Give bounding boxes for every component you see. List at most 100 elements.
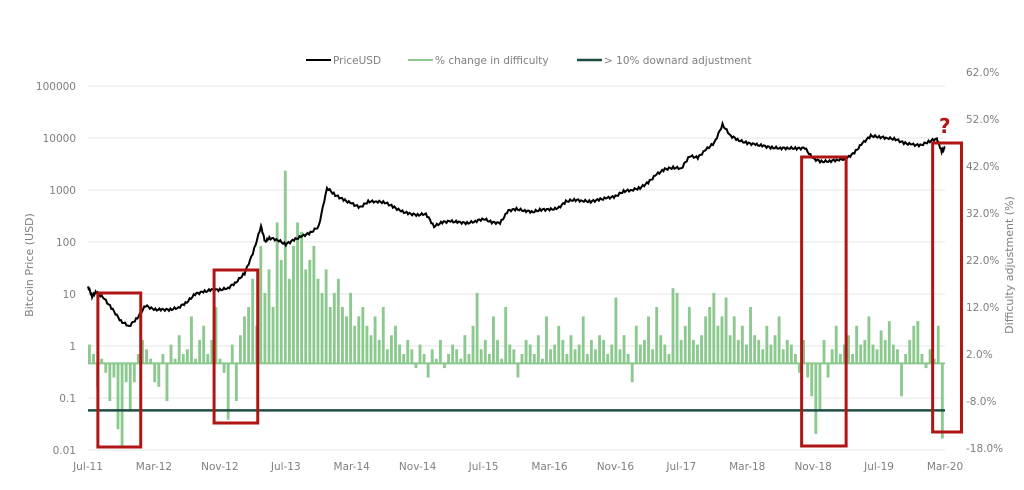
x-tick-label: Jul-17: [665, 461, 696, 473]
difficulty-bar: [438, 339, 442, 364]
difficulty-bar: [214, 307, 218, 364]
x-axis-ticks: Jul-11 Mar-12 Nov-12 Jul-13 Mar-14 Nov-14 Jul-…: [72, 461, 963, 473]
difficulty-bar: [745, 344, 748, 364]
difficulty-bar: [798, 363, 801, 373]
highlight-boxes: [96, 141, 963, 449]
left-tick-label: 1: [69, 341, 76, 353]
difficulty-bar: [369, 335, 373, 364]
difficulty-bar: [622, 335, 626, 364]
difficulty-bar: [377, 339, 381, 364]
difficulty-bar: [116, 363, 120, 430]
difficulty-bar: [447, 354, 450, 364]
difficulty-bar: [708, 307, 712, 364]
difficulty-bar: [679, 339, 683, 364]
difficulty-bar: [630, 363, 634, 383]
difficulty-bar: [108, 363, 112, 401]
right-axis-title: Difficulty adjustment (%): [1003, 196, 1016, 334]
difficulty-bar: [602, 339, 606, 364]
difficulty-bar: [924, 363, 928, 369]
difficulty-bar: [500, 358, 504, 364]
left-tick-label: 10: [63, 289, 76, 301]
x-tick-label: Jul-13: [270, 461, 301, 473]
difficulty-bar: [842, 344, 846, 364]
difficulty-bar: [247, 307, 251, 364]
difficulty-bar: [100, 358, 104, 364]
difficulty-bar: [867, 316, 871, 364]
difficulty-bar: [324, 269, 328, 364]
difficulty-bar: [655, 307, 659, 364]
difficulty-bar: [471, 325, 475, 364]
difficulty-bar: [928, 349, 932, 364]
difficulty-bar: [638, 344, 642, 364]
difficulty-bar: [422, 354, 426, 364]
difficulty-bar: [545, 316, 548, 364]
difficulty-bar: [92, 354, 95, 364]
difficulty-bar: [141, 339, 144, 364]
difficulty-bar: [304, 269, 308, 364]
difficulty-bar: [492, 316, 495, 364]
difficulty-bar: [467, 354, 471, 364]
difficulty-bar: [691, 339, 695, 364]
difficulty-bar: [279, 260, 283, 364]
x-tick-label: Jul-15: [468, 461, 499, 473]
right-tick-label: 42.0%: [966, 161, 999, 173]
difficulty-bar: [634, 325, 638, 364]
difficulty-bar: [345, 316, 348, 364]
difficulty-bar: [826, 363, 830, 378]
difficulty-bar: [540, 358, 544, 364]
difficulty-bar: [728, 335, 732, 364]
difficulty-bar: [904, 354, 908, 364]
difficulty-bar: [520, 354, 524, 364]
difficulty-bar: [475, 292, 479, 364]
difficulty-bar: [88, 344, 91, 364]
difficulty-bar: [430, 349, 434, 364]
difficulty-bar: [802, 339, 806, 364]
difficulty-bar: [349, 292, 353, 364]
difficulty-bar: [434, 358, 438, 364]
difficulty-bar: [875, 349, 879, 364]
left-axis-title: Bitcoin Price (USD): [23, 213, 36, 317]
difficulty-bar: [259, 245, 263, 364]
difficulty-bar: [190, 316, 193, 364]
difficulty-bar: [287, 278, 291, 364]
difficulty-bar: [528, 344, 532, 364]
difficulty-bar: [704, 316, 708, 364]
difficulty-bar: [553, 344, 557, 364]
difficulty-bar: [871, 344, 875, 364]
difficulty-bar: [161, 354, 165, 364]
difficulty-bar: [769, 344, 773, 364]
difficulty-bar: [414, 363, 418, 369]
left-axis-ticks: 100000 10000 1000 100 10 1 0.1 0.01: [36, 81, 76, 457]
difficulty-bar: [794, 354, 797, 364]
difficulty-bar: [459, 358, 463, 364]
difficulty-bar: [132, 363, 136, 383]
difficulty-bar: [887, 321, 891, 364]
x-tick-label: Mar-16: [531, 461, 568, 473]
difficulty-bar: [120, 363, 124, 448]
difficulty-bar: [565, 354, 569, 364]
difficulty-bar: [773, 335, 777, 364]
difficulty-bar: [389, 335, 393, 364]
right-tick-label: 62.0%: [966, 67, 999, 79]
difficulty-bar: [504, 307, 508, 364]
difficulty-bar: [577, 344, 581, 364]
difficulty-bar: [357, 316, 361, 364]
difficulty-bar: [320, 292, 324, 364]
difficulty-bar: [753, 335, 757, 364]
difficulty-bar: [855, 325, 859, 364]
difficulty-bar: [218, 358, 222, 364]
difficulty-bar: [312, 245, 316, 364]
difficulty-bar: [651, 349, 655, 364]
difficulty-bar: [838, 354, 842, 364]
difficulty-bar: [814, 363, 818, 434]
difficulty-bar: [165, 363, 169, 401]
difficulty-bar: [736, 339, 740, 364]
question-annotation: ?: [939, 114, 951, 138]
x-tick-label: Jul-11: [72, 461, 103, 473]
difficulty-bar: [169, 344, 173, 364]
difficulty-bar: [589, 339, 593, 364]
difficulty-bar: [483, 339, 487, 364]
difficulty-bar: [822, 339, 826, 364]
right-tick-label: 12.0%: [966, 302, 999, 314]
